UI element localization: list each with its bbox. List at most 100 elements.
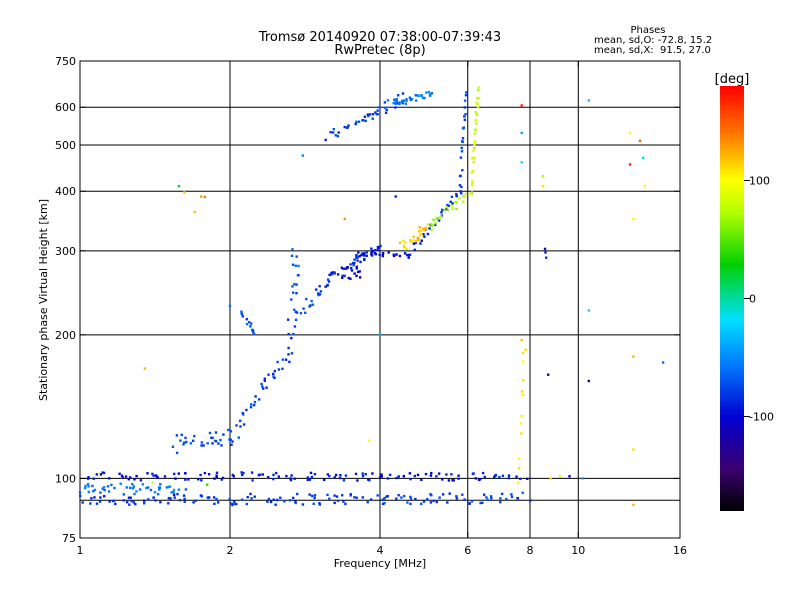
y-tick-label: 300 <box>55 245 76 258</box>
data-point <box>141 483 144 486</box>
data-point <box>147 498 150 501</box>
data-point <box>420 478 423 481</box>
data-point <box>379 476 382 479</box>
data-point <box>293 325 297 328</box>
data-point <box>293 308 296 311</box>
data-point <box>292 291 295 294</box>
data-point <box>393 98 396 101</box>
data-point <box>464 192 468 196</box>
data-point <box>427 223 430 226</box>
data-point <box>119 482 122 485</box>
data-point <box>457 477 460 480</box>
data-point <box>113 486 116 490</box>
data-point <box>231 440 234 443</box>
data-point <box>335 495 339 498</box>
data-point <box>242 413 245 416</box>
data-point <box>174 477 177 480</box>
data-point <box>277 368 281 371</box>
data-point <box>418 230 421 233</box>
data-point <box>296 274 300 277</box>
data-point <box>102 471 106 475</box>
data-point <box>349 494 352 497</box>
data-point <box>214 431 218 434</box>
data-point <box>176 492 179 496</box>
data-point <box>369 498 373 501</box>
data-point <box>521 394 525 397</box>
data-point <box>84 486 87 490</box>
data-point <box>292 496 295 500</box>
data-point <box>211 442 214 445</box>
data-point <box>522 379 525 382</box>
data-point <box>273 369 276 373</box>
data-point <box>153 491 157 494</box>
data-point <box>408 472 412 475</box>
data-point <box>295 255 298 258</box>
data-point <box>346 125 349 129</box>
data-point <box>381 252 385 255</box>
data-point <box>283 500 286 503</box>
data-point <box>378 106 381 109</box>
data-point <box>420 502 423 506</box>
data-point <box>231 473 234 477</box>
y-tick-label: 750 <box>55 55 76 68</box>
data-point <box>344 267 347 270</box>
data-point <box>125 486 128 489</box>
data-point <box>474 118 477 122</box>
data-point <box>477 86 480 89</box>
data-point <box>355 274 358 278</box>
data-point <box>249 492 252 496</box>
data-point <box>127 496 131 499</box>
data-point <box>476 97 479 100</box>
data-point <box>471 180 474 183</box>
data-point <box>474 111 477 114</box>
data-point <box>434 223 437 226</box>
data-point <box>93 496 96 499</box>
data-point <box>463 115 466 118</box>
data-point <box>133 478 136 481</box>
data-point <box>459 190 462 193</box>
data-point <box>449 200 452 203</box>
data-point <box>394 102 397 105</box>
data-point <box>356 479 359 482</box>
data-point <box>189 442 193 445</box>
data-points <box>78 86 665 507</box>
x-tick-label: 6 <box>464 544 471 557</box>
data-point <box>241 473 244 477</box>
data-point <box>379 244 382 248</box>
data-point <box>122 499 125 502</box>
data-point <box>476 102 479 105</box>
data-point <box>499 497 502 500</box>
data-point <box>342 500 345 503</box>
data-point <box>365 251 368 254</box>
data-point <box>397 475 400 478</box>
data-point <box>108 500 111 503</box>
data-point <box>228 498 231 501</box>
data-point <box>334 473 338 477</box>
data-point <box>295 283 298 286</box>
data-point <box>323 478 326 481</box>
data-point <box>309 304 312 307</box>
data-point <box>250 403 253 406</box>
data-point <box>448 492 451 495</box>
data-point <box>242 423 246 426</box>
data-point <box>159 483 162 486</box>
data-point <box>221 476 225 480</box>
data-point <box>472 156 475 159</box>
data-point <box>184 488 188 491</box>
data-point <box>179 439 182 442</box>
data-point <box>368 113 372 116</box>
data-point <box>178 499 182 502</box>
data-point <box>559 475 562 478</box>
data-point <box>409 477 412 481</box>
data-point <box>376 248 379 251</box>
data-point <box>384 111 388 114</box>
data-point <box>294 264 297 267</box>
data-point <box>251 331 255 334</box>
data-point <box>383 106 387 109</box>
data-point <box>299 312 303 315</box>
data-point <box>272 375 275 378</box>
data-point <box>211 436 214 440</box>
data-point <box>429 94 432 97</box>
data-point <box>341 276 344 279</box>
data-point <box>392 253 395 256</box>
